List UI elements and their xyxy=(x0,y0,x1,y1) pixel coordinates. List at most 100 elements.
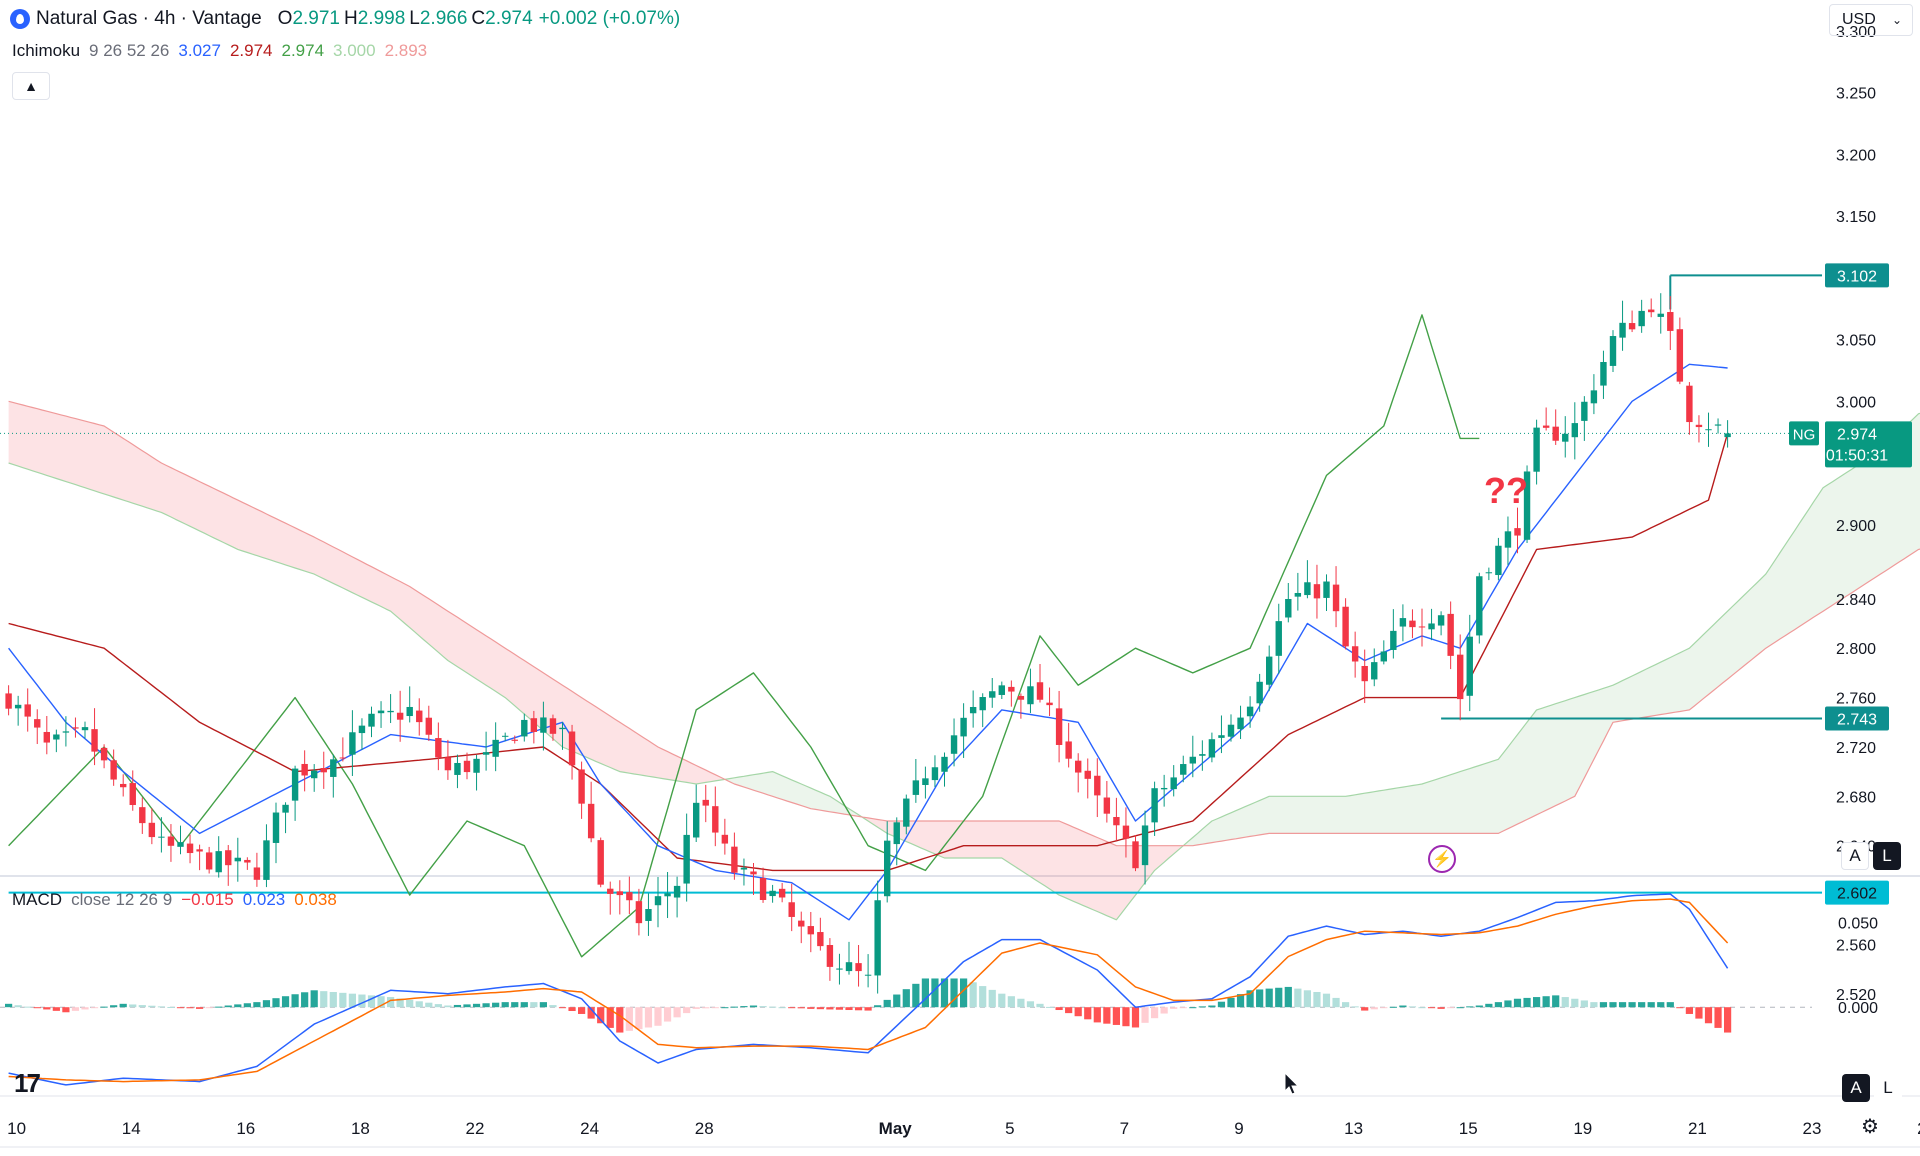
candle xyxy=(205,846,213,874)
macd-hist-bar xyxy=(425,1002,433,1008)
candle xyxy=(521,713,528,742)
candle xyxy=(807,911,814,953)
macd-hist-bar xyxy=(1523,997,1531,1008)
candle xyxy=(263,824,270,888)
gear-icon[interactable]: ⚙ xyxy=(1861,1115,1879,1138)
candle-body xyxy=(1457,654,1464,700)
level-price-label: 3.102 xyxy=(1837,268,1877,285)
symbol-title[interactable]: Natural Gas · 4h · Vantage xyxy=(36,8,262,29)
macd-hist-bar xyxy=(1599,1002,1608,1008)
candle xyxy=(836,953,843,985)
candle-body xyxy=(712,806,719,833)
candle-body xyxy=(377,710,385,714)
candle xyxy=(425,705,432,741)
macd-hist-bar xyxy=(530,1002,538,1008)
macd-hist-bar xyxy=(463,1004,471,1008)
candle-body xyxy=(845,962,853,972)
candle-body xyxy=(1705,429,1712,431)
time-tick-label: 23 xyxy=(1803,1119,1822,1138)
macd-hist-bar xyxy=(1265,988,1273,1008)
candle-body xyxy=(234,857,241,862)
flash-icon[interactable]: ⚡ xyxy=(1428,845,1456,873)
candle-body xyxy=(635,901,643,924)
candle xyxy=(922,766,929,799)
candle xyxy=(1418,608,1426,647)
candle-body xyxy=(616,891,623,896)
macd-hist-bar xyxy=(1571,998,1579,1008)
macd-hist-bar xyxy=(749,1005,758,1008)
candle-body xyxy=(597,840,604,885)
macd-legend[interactable]: MACD close 12 26 9 −0.015 0.023 0.038 xyxy=(12,889,346,911)
candle-body xyxy=(1332,584,1340,612)
candle-body xyxy=(454,762,461,775)
macd-auto-scale-button[interactable]: A xyxy=(1842,1074,1870,1102)
candle xyxy=(530,710,538,744)
candle-body xyxy=(444,757,452,771)
macd-hist-bar xyxy=(1313,991,1321,1008)
candle-body xyxy=(740,867,748,870)
macd-hist-bar xyxy=(606,1007,614,1028)
candle-body xyxy=(311,770,318,779)
macd-hist-bar xyxy=(1322,993,1331,1008)
symbol-legend[interactable]: Natural Gas · 4h · Vantage O 2.971 H 2.998… xyxy=(10,6,680,32)
currency-selector[interactable]: USD ⌄ xyxy=(1829,4,1913,36)
countdown-label: 01:50:31 xyxy=(1826,447,1888,464)
collapse-legend-button[interactable]: ▲ xyxy=(12,72,50,100)
macd-hist-bar xyxy=(492,1002,500,1008)
macd-hist-bar xyxy=(644,1007,653,1028)
candle-body xyxy=(721,834,729,844)
candle-body xyxy=(53,734,60,740)
macd-hist-bar xyxy=(625,1007,633,1031)
ichimoku-legend[interactable]: Ichimoku 9 26 52 26 3.027 2.974 2.974 3.… xyxy=(12,40,436,62)
candle xyxy=(750,862,757,896)
question-annotation[interactable]: ?? xyxy=(1484,470,1528,511)
macd-log-scale-button[interactable]: L xyxy=(1874,1074,1902,1102)
macd-hist-bar xyxy=(864,1007,872,1011)
candle xyxy=(1313,564,1321,619)
span-a-value: 3.000 xyxy=(333,41,376,60)
candle xyxy=(1638,299,1645,333)
macd-hist-bar xyxy=(90,1007,99,1009)
candle xyxy=(740,858,748,886)
close-value: 2.974 xyxy=(485,8,533,29)
macd-hist-bar xyxy=(740,1006,748,1008)
macd-hist-bar xyxy=(1437,1007,1445,1009)
price-tick-label: 2.900 xyxy=(1836,518,1876,535)
ichimoku-name[interactable]: Ichimoku xyxy=(12,41,81,60)
macd-name[interactable]: MACD xyxy=(12,890,63,909)
candle xyxy=(1084,758,1091,799)
auto-scale-button[interactable]: A xyxy=(1841,842,1869,870)
candle xyxy=(1409,609,1416,639)
candle xyxy=(1676,317,1684,385)
macd-hist-bar xyxy=(1427,1007,1436,1009)
candle-body xyxy=(1027,686,1034,705)
candle xyxy=(1695,415,1703,443)
macd-hist-bar xyxy=(119,1003,127,1008)
macd-hist-bar xyxy=(1399,1005,1407,1008)
macd-hist-bar xyxy=(396,998,404,1008)
macd-hist-bar xyxy=(1036,1003,1044,1008)
candle-body xyxy=(387,710,394,713)
candle xyxy=(1075,753,1082,793)
macd-hist-bar xyxy=(730,1006,738,1008)
macd-hist-bar xyxy=(1303,990,1311,1008)
candle-body xyxy=(1648,309,1655,313)
candle-body xyxy=(1256,681,1263,704)
macd-hist-bar xyxy=(1189,1007,1197,1009)
macd-hist-bar xyxy=(616,1007,624,1033)
macd-hist-bar xyxy=(1093,1007,1101,1023)
log-scale-button[interactable]: L xyxy=(1873,842,1901,870)
symbol-tag-label: NG xyxy=(1793,426,1816,443)
tradingview-logo-icon[interactable]: 17 xyxy=(14,1068,41,1098)
candle xyxy=(845,941,853,975)
macd-hist-bar xyxy=(1704,1007,1713,1024)
candle xyxy=(158,817,165,853)
time-tick-label: 10 xyxy=(7,1119,26,1138)
candle-body xyxy=(1495,545,1502,576)
candle xyxy=(1390,609,1397,659)
candle xyxy=(1046,687,1053,717)
time-tick-label: 9 xyxy=(1234,1119,1243,1138)
macd-hist-bar xyxy=(511,1002,519,1008)
